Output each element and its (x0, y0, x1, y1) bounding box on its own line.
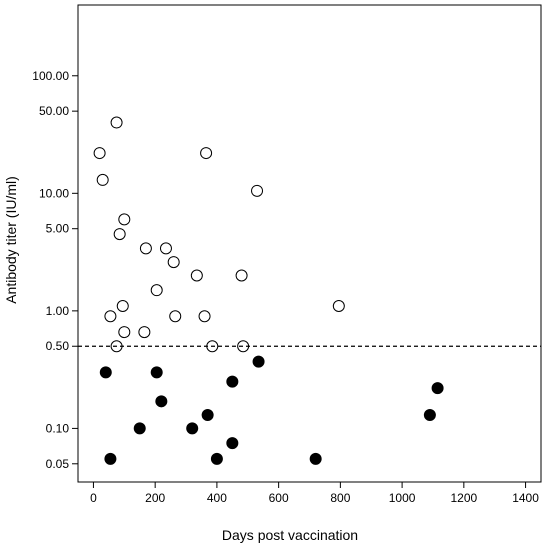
open-point (96, 173, 109, 186)
x-axis-label: Days post vaccination (222, 527, 358, 543)
y-tick-label: 0.50 (46, 339, 70, 353)
filled-point (133, 422, 146, 435)
filled-point (201, 409, 214, 422)
x-tick-label: 800 (330, 491, 350, 505)
filled-point (226, 437, 239, 450)
filled-point (431, 382, 444, 395)
filled-point (226, 375, 239, 388)
y-tick-label: 100.00 (32, 69, 69, 83)
open-point (93, 147, 106, 160)
open-point (251, 184, 264, 197)
open-point (200, 147, 213, 160)
filled-point (309, 452, 322, 465)
open-point (198, 310, 211, 323)
open-point (110, 116, 123, 129)
y-tick-label: 5.00 (46, 222, 70, 236)
y-tick-label: 10.00 (39, 186, 69, 200)
open-point (113, 228, 126, 241)
open-point (190, 269, 203, 282)
y-tick-label: 50.00 (39, 104, 69, 118)
filled-point (150, 366, 163, 379)
open-point (169, 310, 182, 323)
y-tick-label: 0.10 (46, 421, 70, 435)
filled-point (210, 452, 223, 465)
y-tick-label: 1.00 (46, 304, 70, 318)
y-axis-label: Antibody titer (IU/ml) (3, 176, 19, 304)
plot-frame (77, 4, 542, 483)
x-tick-label: 1200 (450, 491, 477, 505)
filled-point (99, 366, 112, 379)
open-point (138, 326, 151, 339)
axes: 0 200 400 600 800 1000 1200 1400 0.05 0.10 0.50 1.0… (32, 4, 542, 505)
x-tick-label: 600 (269, 491, 289, 505)
open-point (159, 242, 172, 255)
open-point (150, 284, 163, 297)
open-point (235, 269, 248, 282)
x-tick-label: 0 (90, 491, 97, 505)
filled-point (186, 422, 199, 435)
y-tick-label: 0.05 (46, 457, 70, 471)
open-point (118, 213, 131, 226)
data-points (93, 116, 444, 465)
x-tick-label: 200 (145, 491, 165, 505)
x-tick-label: 400 (207, 491, 227, 505)
open-point (104, 310, 117, 323)
open-point (118, 326, 131, 339)
open-point (332, 299, 345, 312)
open-point (116, 299, 129, 312)
filled-point (423, 409, 436, 422)
filled-point (104, 452, 117, 465)
open-point (167, 256, 180, 269)
filled-point (155, 395, 168, 408)
filled-point (252, 355, 265, 368)
open-point (139, 242, 152, 255)
x-tick-label: 1000 (389, 491, 416, 505)
x-tick-label: 1400 (512, 491, 539, 505)
